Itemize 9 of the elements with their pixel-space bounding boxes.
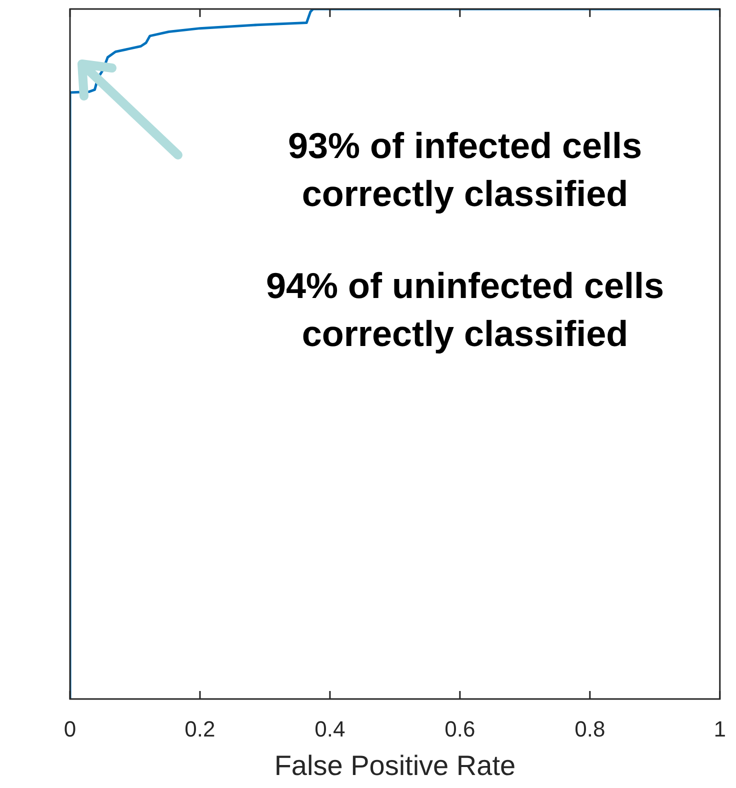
x-tick-label: 0: [64, 716, 76, 742]
x-tick-label: 0.6: [444, 716, 476, 742]
annotation: 93% of infected cells correctly classified: [288, 124, 642, 214]
annotation: 94% of uninfected cells correctly classified: [266, 264, 664, 354]
x-axis-title: False Positive Rate: [274, 750, 516, 781]
x-tick-label: 0.2: [184, 716, 216, 742]
x-tick-label: 1: [714, 716, 726, 742]
x-tick-label: 0.8: [574, 716, 606, 742]
x-tick-label: 0.4: [314, 716, 346, 742]
